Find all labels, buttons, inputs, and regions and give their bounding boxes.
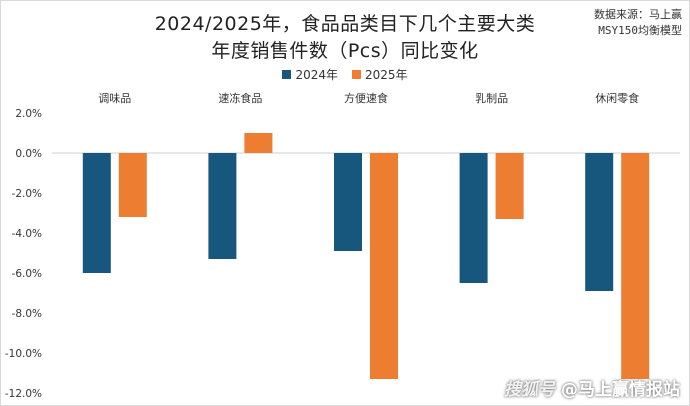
legend-swatch-2025	[352, 70, 361, 79]
chart-title-line2: 年度销售件数（Pcs）同比变化	[211, 40, 479, 62]
chart-title-line1: 2024/2025年，食品品类目下几个主要大类	[154, 13, 536, 35]
bar-2025	[621, 153, 650, 379]
category-label: 乳制品	[475, 92, 508, 105]
y-tick-label: -6.0%	[12, 268, 42, 280]
legend: 2024年 2025年	[0, 66, 690, 83]
watermark-text: @马上赢情报站	[561, 380, 680, 400]
bar-2025	[118, 153, 147, 217]
bar-2025	[370, 153, 398, 379]
legend-item-2025: 2025年	[352, 66, 408, 83]
category-label: 休闲零食	[595, 91, 639, 105]
bar-2024	[208, 153, 237, 259]
y-tick-label: -10.0%	[5, 348, 42, 360]
y-tick-label: -4.0%	[12, 228, 42, 240]
category-label: 速冻食品	[218, 91, 262, 105]
bar-2024	[334, 153, 362, 251]
bar-2024	[82, 153, 111, 273]
bar-2025	[244, 133, 273, 153]
data-model-label: MSY150均衡模型	[598, 24, 682, 37]
y-tick-label: -12.0%	[5, 388, 42, 400]
category-label: 方便速食	[344, 91, 388, 105]
legend-label-2025: 2025年	[365, 68, 408, 82]
y-tick-label: 2.0%	[15, 108, 42, 120]
data-source-label: 数据来源：马上赢	[594, 8, 682, 21]
y-tick-label: -8.0%	[12, 308, 42, 320]
watermark-brand: 搜狐号	[504, 380, 555, 400]
y-tick-label: -2.0%	[12, 188, 42, 200]
legend-swatch-2024	[282, 70, 292, 79]
legend-item-2024: 2024年	[282, 66, 338, 83]
bar-2024	[459, 153, 488, 283]
legend-label-2024: 2024年	[295, 68, 338, 82]
bar-2024	[585, 153, 614, 291]
category-label: 调味品	[98, 92, 131, 105]
y-tick-label: 0.0%	[15, 148, 42, 160]
bar-2025	[495, 153, 524, 219]
watermark: 搜狐号 @马上赢情报站	[504, 375, 680, 400]
